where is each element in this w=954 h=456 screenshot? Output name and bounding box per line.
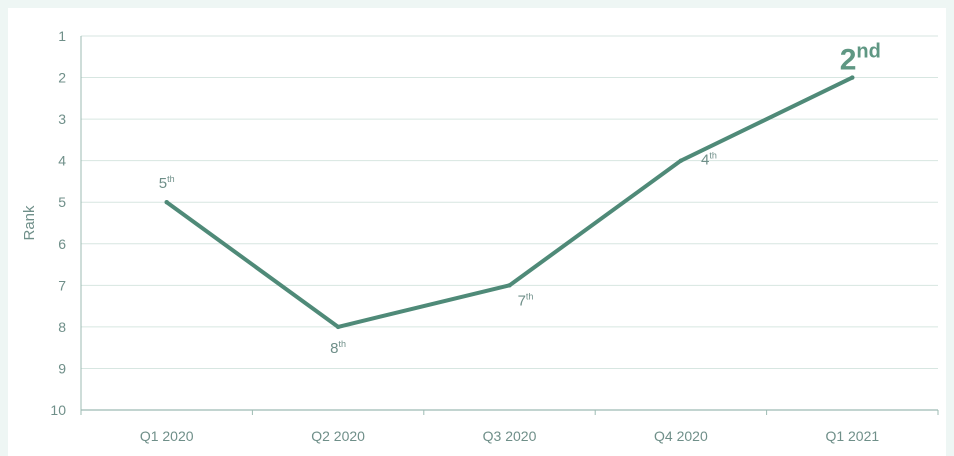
series-group (164, 75, 855, 330)
x-tick-labels: Q1 2020 Q2 2020 Q3 2020 Q4 2020 Q1 2021 (140, 428, 880, 444)
data-point-1 (335, 324, 341, 330)
data-label-3: 4th (701, 151, 717, 169)
data-point-4 (850, 75, 855, 80)
y-tick-labels: 1 2 3 4 5 6 7 8 9 10 (50, 28, 66, 418)
y-tick-label-1: 1 (58, 28, 66, 44)
gridlines (81, 35, 938, 369)
y-tick-label-7: 7 (58, 277, 66, 293)
y-axis-title: Rank (21, 205, 38, 241)
axes (80, 36, 939, 415)
data-label-4: 2nd (840, 41, 881, 77)
x-tick-label-0: Q1 2020 (140, 428, 194, 444)
x-tick-label-2: Q3 2020 (483, 428, 537, 444)
data-point-3 (678, 158, 684, 163)
chart-panel: 1 2 3 4 5 6 7 8 9 10 Q1 2020 Q2 2020 Q3 2020 Q4 2020… (8, 8, 946, 456)
x-tick-label-3: Q4 2020 (654, 428, 708, 444)
y-tick-label-4: 4 (58, 153, 66, 169)
y-tick-label-8: 8 (58, 319, 66, 335)
data-point-0 (164, 200, 169, 205)
data-point-2 (507, 283, 512, 288)
y-tick-label-10: 10 (50, 402, 66, 418)
y-tick-label-5: 5 (58, 194, 66, 210)
x-tick-label-1: Q2 2020 (311, 428, 365, 444)
data-label-2: 7th (518, 291, 534, 309)
x-tick-label-4: Q1 2021 (825, 428, 879, 444)
y-tick-label-6: 6 (58, 236, 66, 252)
data-label-1: 8th (330, 339, 346, 357)
data-labels: 5th 8th 7th 4th 2nd (159, 41, 881, 357)
y-tick-label-9: 9 (58, 360, 66, 376)
data-label-0: 5th (159, 174, 175, 192)
rank-line-chart: 1 2 3 4 5 6 7 8 9 10 Q1 2020 Q2 2020 Q3 2020 Q4 2020… (21, 28, 939, 444)
y-tick-label-2: 2 (58, 70, 66, 86)
y-tick-label-3: 3 (58, 111, 66, 127)
